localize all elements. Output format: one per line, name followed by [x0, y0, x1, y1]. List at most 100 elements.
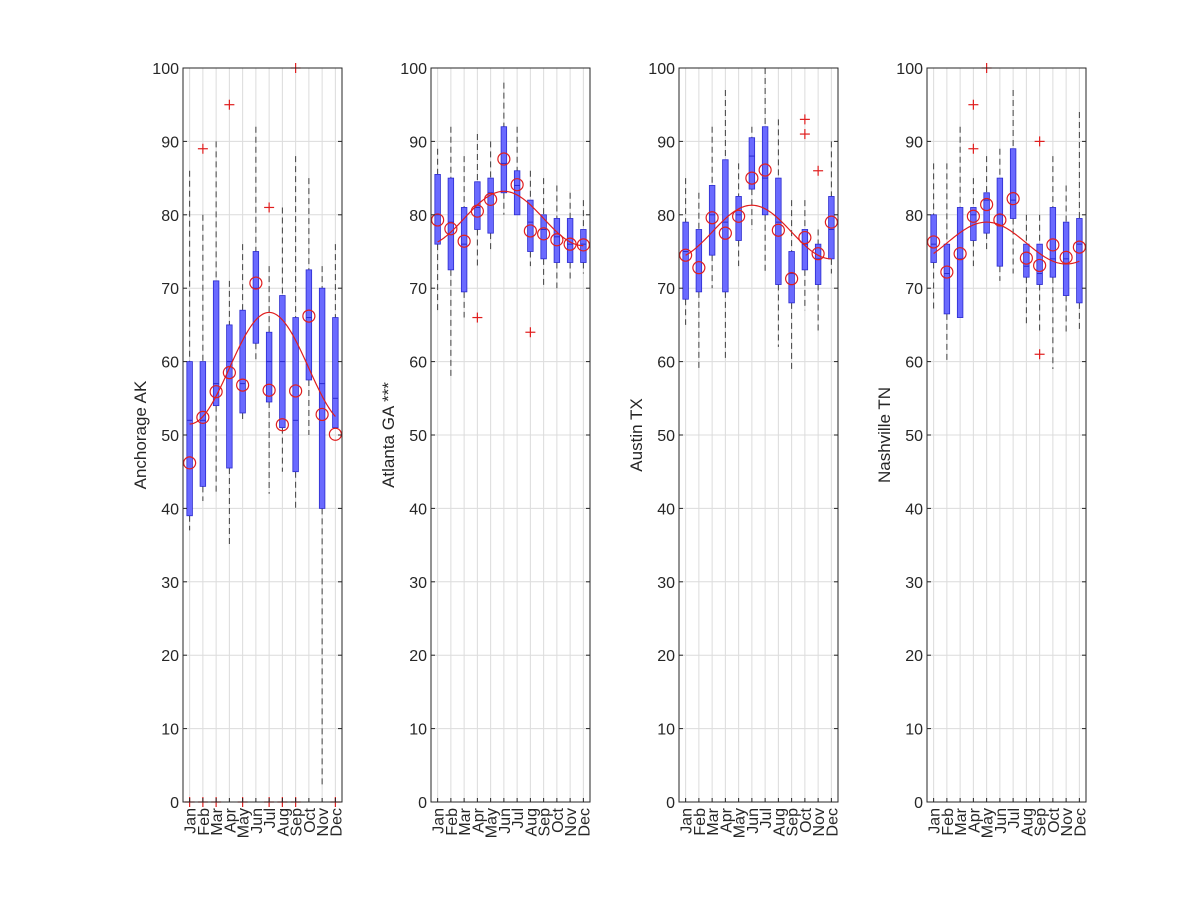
- mean-marker: [484, 192, 498, 206]
- mean-marker: [940, 265, 954, 279]
- box-oct: [1049, 207, 1057, 278]
- mean-marker: [824, 215, 838, 229]
- subplot-3: 0 10 20 30 40 50 60 70 80 90 100 JanFebMarAprMayJun…: [627, 61, 841, 838]
- mean-marker: [302, 309, 316, 323]
- box-feb: [695, 229, 703, 293]
- box-mar: [212, 280, 220, 407]
- y-tick-label: 70: [161, 281, 179, 298]
- y-tick-label: 50: [409, 428, 427, 445]
- fit-curve: [189, 311, 336, 425]
- mean-marker: [550, 233, 564, 247]
- mean-marker: [953, 247, 967, 261]
- mean-marker: [980, 197, 994, 212]
- y-tick-label: 40: [657, 501, 675, 518]
- box-dec: [1076, 218, 1083, 304]
- mean-marker: [771, 223, 785, 237]
- y-tick-label: 0: [914, 795, 923, 812]
- box-may: [983, 192, 990, 234]
- x-tick-label-may: May: [980, 808, 997, 838]
- box-oct: [305, 269, 313, 381]
- box-mar: [708, 185, 716, 256]
- y-tick-label: 90: [657, 134, 675, 151]
- mean-marker: [732, 209, 746, 223]
- x-tick-label-jun: Jun: [993, 808, 1010, 834]
- x-tick-label-jan: Jan: [927, 808, 944, 834]
- x-tick-label-mar: Mar: [457, 807, 474, 835]
- y-tick-label: 30: [161, 575, 179, 592]
- mean-marker: [444, 222, 458, 236]
- y-tick-label: 90: [409, 134, 427, 151]
- x-tick-label-apr: Apr: [718, 807, 735, 833]
- box-jul: [761, 126, 769, 216]
- y-tick-label: 100: [648, 61, 675, 78]
- box-mar: [460, 207, 468, 293]
- y-tick-label: 20: [657, 648, 675, 665]
- y-tick-label: 100: [400, 61, 427, 78]
- x-tick-label-jan: Jan: [431, 808, 448, 834]
- box-jun: [500, 126, 508, 194]
- x-tick-label-jul: Jul: [510, 808, 527, 828]
- x-tick-label-oct: Oct: [1046, 807, 1063, 832]
- x-tick-label-sep: Sep: [289, 808, 306, 837]
- y-tick-label: 50: [657, 428, 675, 445]
- box-dec: [332, 317, 339, 429]
- mean-marker: [692, 261, 706, 275]
- y-tick-label: 30: [409, 575, 427, 592]
- x-tick-label-dec: Dec: [824, 808, 841, 836]
- x-tick-label-jun: Jun: [497, 808, 514, 834]
- mean-marker: [497, 152, 511, 166]
- x-tick-label-apr: Apr: [470, 807, 487, 833]
- box-jul: [1009, 148, 1017, 219]
- x-tick-label-oct: Oct: [550, 807, 567, 832]
- x-tick-label-dec: Dec: [576, 808, 593, 836]
- y-tick-label: 40: [409, 501, 427, 518]
- box-nov: [318, 287, 326, 509]
- subplot-4: 0 10 20 30 40 50 60 70 80 90 100 JanFebMarAprMayJun…: [875, 61, 1089, 838]
- mean-marker: [249, 276, 263, 290]
- y-tick-label: 40: [161, 501, 179, 518]
- y-tick-label: 80: [905, 208, 923, 225]
- mean-marker: [315, 407, 329, 422]
- x-tick-label-dec: Dec: [328, 808, 345, 836]
- fit-curve: [685, 204, 832, 260]
- x-tick-label-may: May: [236, 808, 253, 838]
- mean-marker: [1059, 250, 1073, 264]
- y-tick-label: 40: [905, 501, 923, 518]
- y-tick-label: 0: [170, 795, 179, 812]
- box-jul: [265, 331, 273, 403]
- x-tick-label-nov: Nov: [1059, 808, 1076, 836]
- fit-curve: [933, 221, 1080, 265]
- x-tick-label-apr: Apr: [222, 807, 239, 833]
- box-apr: [226, 324, 233, 469]
- mean-marker: [1019, 251, 1033, 265]
- y-tick-label: 70: [409, 281, 427, 298]
- box-jun: [748, 137, 756, 190]
- y-tick-label: 0: [418, 795, 427, 812]
- x-tick-label-aug: Aug: [1019, 808, 1036, 836]
- y-tick-label: 20: [905, 648, 923, 665]
- x-tick-label-may: May: [484, 808, 501, 838]
- mean-marker: [236, 378, 250, 392]
- x-tick-label-jan: Jan: [679, 808, 696, 834]
- x-tick-label-mar: Mar: [953, 807, 970, 835]
- x-tick-label-mar: Mar: [209, 807, 226, 835]
- mean-marker: [785, 272, 799, 286]
- box-jun: [996, 177, 1004, 267]
- mean-marker: [811, 247, 825, 261]
- subplots: 0102030405060708090100JanFebMarAprMayJun…: [131, 61, 1089, 838]
- y-tick-label: 10: [905, 722, 923, 739]
- y-tick-label: 100: [152, 61, 179, 78]
- box-may: [735, 196, 742, 241]
- mean-marker: [510, 178, 524, 192]
- x-tick-label-oct: Oct: [302, 807, 319, 832]
- x-tick-label-mar: Mar: [705, 807, 722, 835]
- mean-marker: [679, 248, 693, 262]
- box-jan: [186, 361, 193, 517]
- mean-marker: [798, 230, 812, 245]
- y-tick-label: 0: [666, 795, 675, 812]
- x-tick-label-jan: Jan: [183, 808, 200, 834]
- y-tick-label: 90: [161, 134, 179, 151]
- mean-marker: [718, 226, 732, 240]
- mean-marker: [431, 213, 445, 227]
- y-tick-label: 50: [161, 428, 179, 445]
